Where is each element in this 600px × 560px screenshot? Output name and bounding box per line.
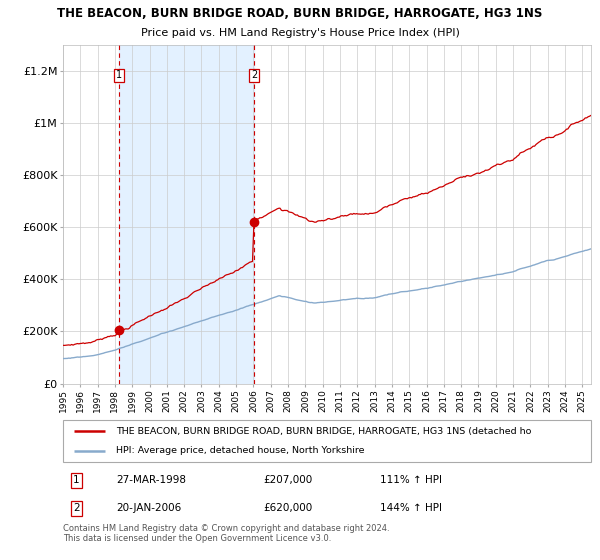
Text: THE BEACON, BURN BRIDGE ROAD, BURN BRIDGE, HARROGATE, HG3 1NS (detached ho: THE BEACON, BURN BRIDGE ROAD, BURN BRIDG… bbox=[116, 427, 531, 436]
Text: Price paid vs. HM Land Registry's House Price Index (HPI): Price paid vs. HM Land Registry's House … bbox=[140, 28, 460, 38]
Text: £207,000: £207,000 bbox=[263, 475, 313, 486]
Text: 111% ↑ HPI: 111% ↑ HPI bbox=[380, 475, 442, 486]
Text: HPI: Average price, detached house, North Yorkshire: HPI: Average price, detached house, Nort… bbox=[116, 446, 364, 455]
Text: 20-JAN-2006: 20-JAN-2006 bbox=[116, 503, 181, 514]
Text: 144% ↑ HPI: 144% ↑ HPI bbox=[380, 503, 442, 514]
Text: 27-MAR-1998: 27-MAR-1998 bbox=[116, 475, 186, 486]
FancyBboxPatch shape bbox=[63, 420, 591, 462]
Text: £620,000: £620,000 bbox=[263, 503, 313, 514]
Text: 2: 2 bbox=[251, 71, 257, 80]
Text: 1: 1 bbox=[116, 71, 122, 80]
Text: 2: 2 bbox=[73, 503, 80, 514]
Bar bbox=[119, 45, 254, 384]
Text: Contains HM Land Registry data © Crown copyright and database right 2024.
This d: Contains HM Land Registry data © Crown c… bbox=[63, 524, 389, 543]
Text: THE BEACON, BURN BRIDGE ROAD, BURN BRIDGE, HARROGATE, HG3 1NS: THE BEACON, BURN BRIDGE ROAD, BURN BRIDG… bbox=[58, 7, 542, 20]
Text: 1: 1 bbox=[73, 475, 80, 486]
